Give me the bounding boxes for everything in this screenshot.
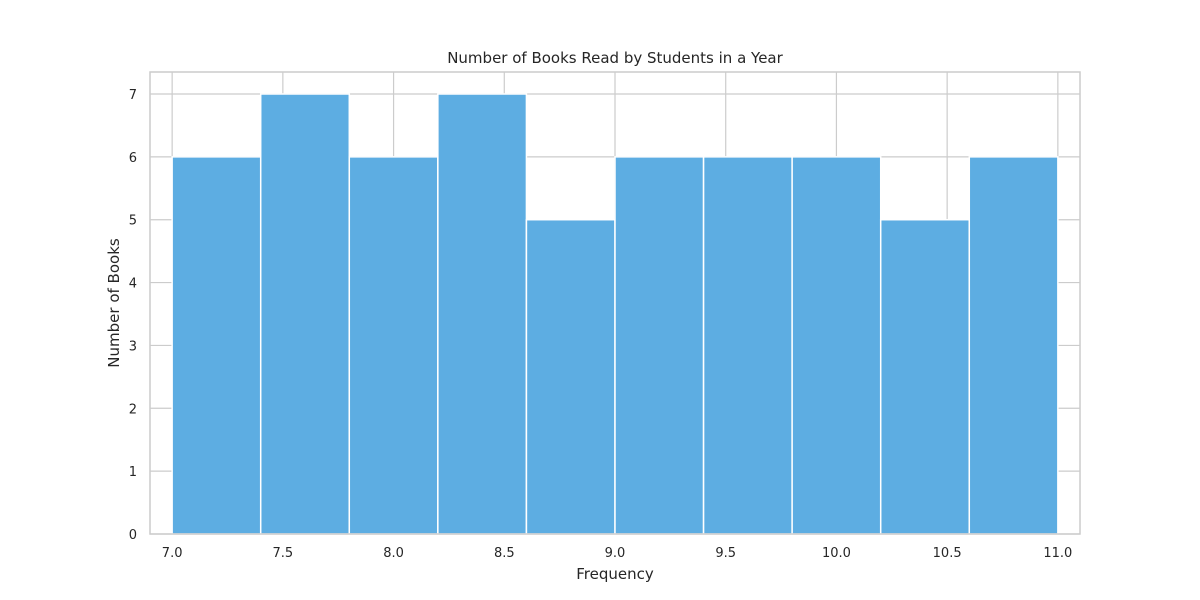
y-tick-label: 4	[129, 277, 137, 292]
histogram-bar	[525, 218, 616, 535]
x-tick-label: 8.0	[383, 546, 404, 561]
histogram-bar	[171, 156, 262, 535]
y-tick-labels: 0 1 2 3 4 5 6 7	[129, 88, 137, 543]
histogram-bar	[259, 93, 351, 535]
x-tick-label: 11.0	[1043, 546, 1072, 561]
x-tick-label: 7.5	[273, 546, 294, 561]
histogram-bar	[791, 156, 882, 535]
plot-frame	[149, 71, 1081, 535]
histogram-bar	[702, 156, 793, 535]
bar-layer	[171, 93, 1059, 535]
x-tick-labels: 7.0 7.5 8.0 8.5 9.0 9.5 10.0 10.5 11.0	[162, 546, 1073, 561]
x-tick-label: 10.0	[822, 546, 851, 561]
histogram-bar	[968, 156, 1059, 535]
y-axis-label: Number of Books	[105, 238, 123, 368]
y-tick-label: 0	[129, 528, 137, 543]
histogram-bar	[437, 93, 528, 535]
x-tick-label: 7.0	[162, 546, 183, 561]
histogram-bar	[348, 156, 439, 535]
y-tick-label: 6	[129, 151, 137, 166]
x-tick-label: 10.5	[933, 546, 962, 561]
x-tick-label: 8.5	[494, 546, 515, 561]
x-tick-label: 9.0	[605, 546, 626, 561]
x-axis-label: Frequency	[576, 565, 654, 583]
chart-title: Number of Books Read by Students in a Ye…	[447, 49, 783, 67]
histogram-bar	[614, 156, 705, 535]
y-tick-label: 3	[129, 339, 137, 354]
y-tick-label: 2	[129, 402, 137, 417]
x-tick-label: 9.5	[715, 546, 736, 561]
y-tick-label: 5	[129, 214, 137, 229]
y-tick-label: 7	[129, 88, 137, 103]
y-tick-label: 1	[129, 465, 137, 480]
histogram-bar	[879, 218, 971, 535]
